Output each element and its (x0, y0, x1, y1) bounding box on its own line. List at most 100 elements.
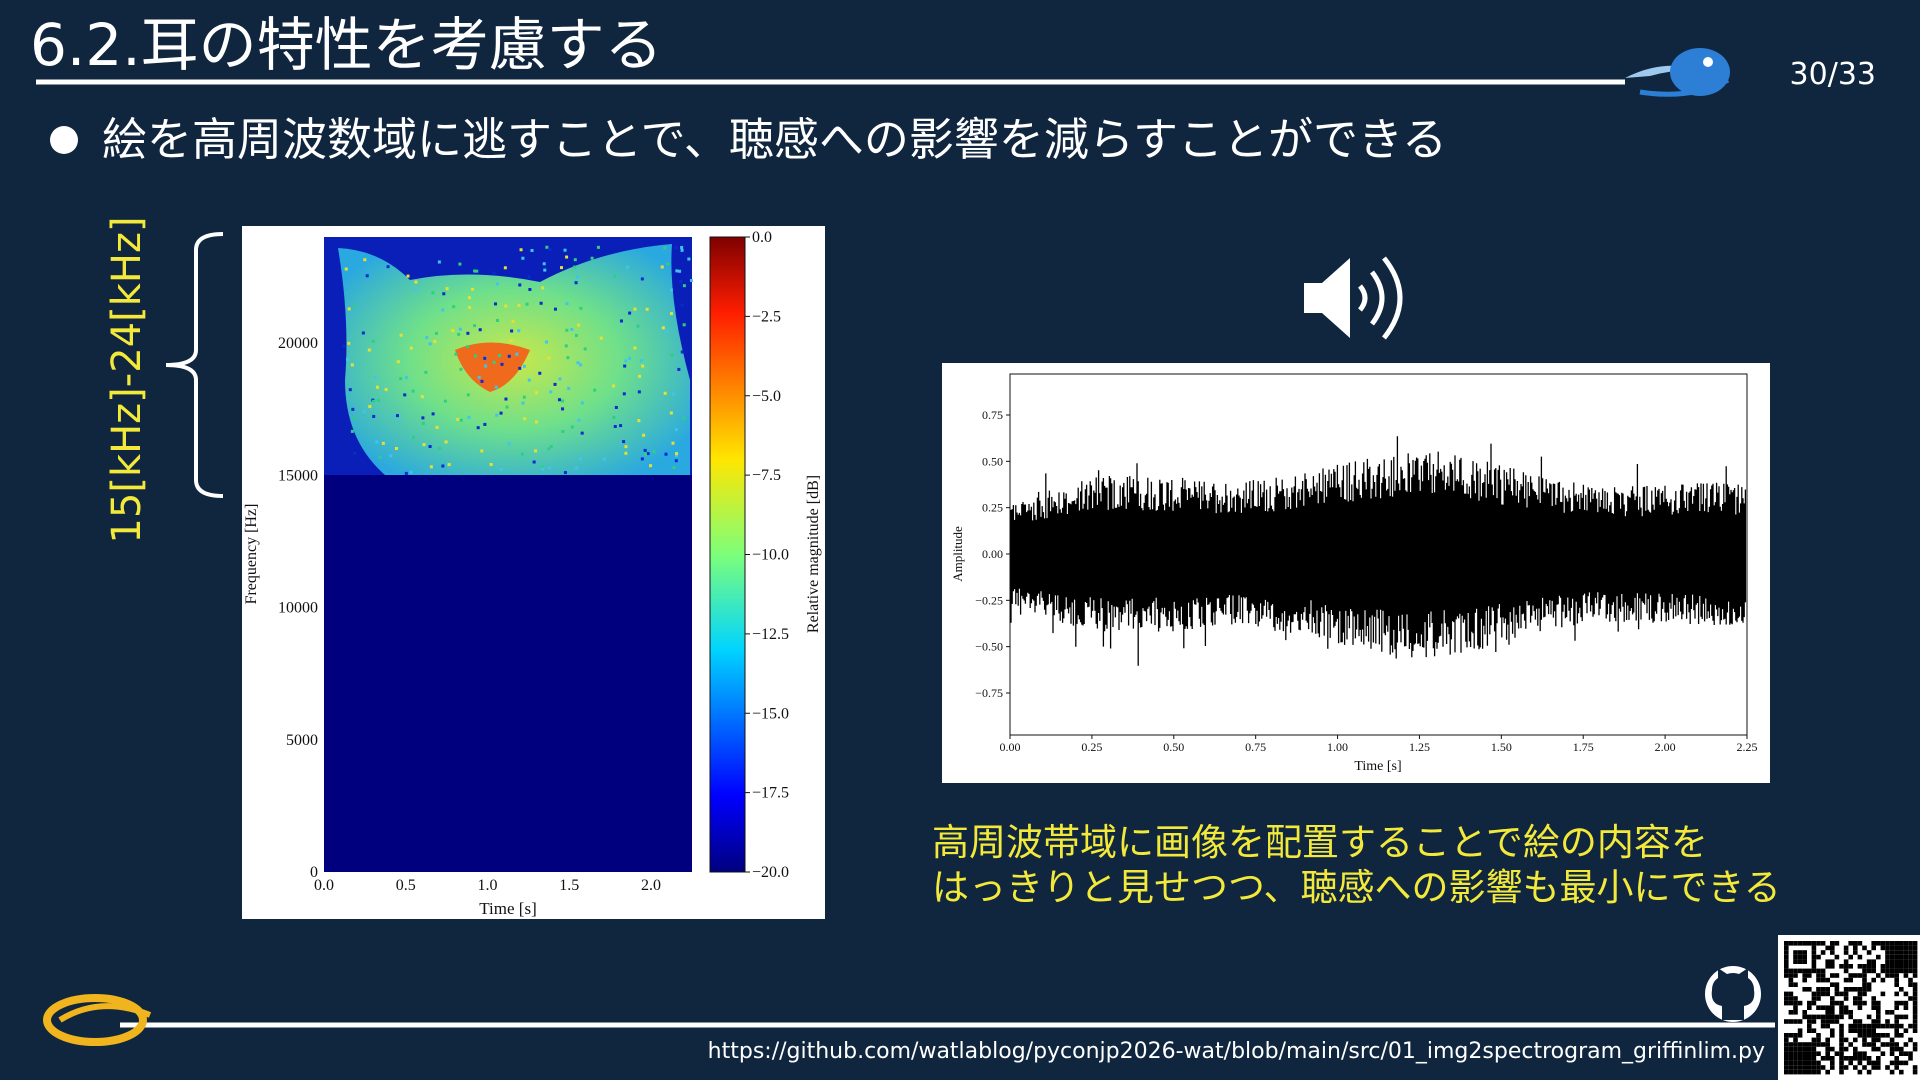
qr-module (1889, 964, 1895, 969)
slide-title: 6.2.耳の特性を考慮する (30, 11, 663, 79)
qr-module (1885, 964, 1890, 969)
qr-module (1871, 1019, 1876, 1024)
image-speckle (409, 470, 413, 474)
x-tick-label: 1.50 (1491, 740, 1512, 754)
image-speckle (441, 464, 445, 468)
qr-module (1857, 1051, 1863, 1056)
qr-module (1784, 954, 1789, 960)
qr-module (1839, 1023, 1844, 1029)
qr-module (1866, 1028, 1872, 1033)
qr-module (1811, 1042, 1817, 1047)
image-speckle (534, 391, 538, 395)
image-speckle (538, 371, 542, 375)
qr-module (1807, 1014, 1812, 1020)
qr-module (1816, 977, 1821, 983)
github-icon[interactable] (1705, 966, 1761, 1022)
image-speckle (527, 378, 531, 382)
qr-module (1894, 1056, 1899, 1061)
qr-module (1797, 950, 1803, 955)
qr-module (1862, 1042, 1867, 1047)
qr-module (1784, 996, 1789, 1001)
image-speckle (375, 385, 379, 389)
image-speckle (363, 258, 367, 262)
qr-module (1903, 1042, 1909, 1047)
image-speckle (641, 364, 645, 368)
qr-module (1820, 987, 1826, 992)
image-speckle (347, 341, 351, 345)
qr-module (1784, 964, 1789, 969)
qr-module (1889, 1046, 1895, 1052)
image-speckle (553, 382, 557, 386)
qr-module (1853, 987, 1858, 992)
image-speckle (590, 256, 594, 260)
image-speckle (520, 452, 524, 456)
qr-module (1853, 1056, 1858, 1061)
qr-module (1830, 1010, 1835, 1015)
qr-module (1843, 1005, 1849, 1010)
qr-module (1885, 1019, 1890, 1024)
image-speckle (504, 397, 508, 401)
image-speckle (602, 457, 606, 461)
qr-module (1857, 973, 1863, 978)
qr-module (1811, 991, 1817, 997)
x-tick-label: 1.75 (1573, 740, 1594, 754)
image-speckle (547, 447, 551, 451)
y-tick-label: 0.25 (982, 501, 1003, 515)
qr-module (1880, 945, 1886, 951)
qr-module (1784, 968, 1789, 974)
qr-module (1793, 1019, 1798, 1024)
image-speckle (534, 449, 538, 453)
cat-mouth (455, 342, 530, 392)
qr-module (1862, 991, 1867, 997)
qr-module (1871, 1065, 1876, 1070)
image-speckle (549, 390, 553, 394)
image-speckle (445, 287, 449, 291)
colorbar-tick-label: −17.5 (752, 785, 789, 802)
image-speckle (352, 303, 356, 307)
image-speckle (649, 464, 653, 468)
qr-module (1793, 968, 1798, 974)
qr-module (1912, 945, 1918, 951)
qr-module (1816, 1060, 1821, 1066)
qr-module (1899, 964, 1904, 969)
qr-module (1830, 1033, 1835, 1038)
qr-module (1797, 1051, 1803, 1056)
image-speckle (475, 269, 479, 273)
image-speckle (345, 357, 349, 361)
qr-module (1908, 959, 1913, 964)
image-speckle (458, 262, 462, 266)
image-speckle (527, 275, 531, 279)
qr-module (1862, 987, 1867, 992)
qr-module (1825, 991, 1830, 997)
qr-module (1816, 954, 1821, 960)
qr-module (1807, 1065, 1812, 1070)
qr-module (1825, 987, 1830, 992)
qr-module (1825, 1056, 1830, 1061)
qr-module (1894, 1042, 1899, 1047)
image-speckle (476, 426, 480, 430)
image-speckle (626, 265, 630, 269)
source-url[interactable]: https://github.com/watlablog/pyconjp2026… (708, 1039, 1765, 1064)
image-speckle (480, 449, 484, 453)
page-number: 30/33 (1790, 57, 1876, 92)
qr-module (1857, 1005, 1863, 1010)
qr-module (1871, 1060, 1876, 1066)
image-speckle (564, 344, 568, 348)
qr-module (1802, 941, 1807, 946)
qr-module (1816, 1051, 1821, 1056)
qr-module (1811, 950, 1817, 955)
image-speckle (495, 413, 499, 417)
image-speckle (518, 283, 522, 287)
y-tick-label: −0.25 (975, 593, 1003, 607)
qr-module (1912, 987, 1918, 992)
qr-module (1816, 1037, 1821, 1043)
qr-module (1788, 973, 1794, 978)
image-speckle (570, 425, 574, 429)
qr-module (1894, 941, 1899, 946)
image-speckle (503, 266, 507, 270)
qr-module (1889, 954, 1895, 960)
qr-module (1871, 945, 1876, 951)
image-speckle (365, 274, 369, 278)
x-tick-label: 1.0 (478, 877, 498, 894)
image-speckle (628, 356, 632, 360)
